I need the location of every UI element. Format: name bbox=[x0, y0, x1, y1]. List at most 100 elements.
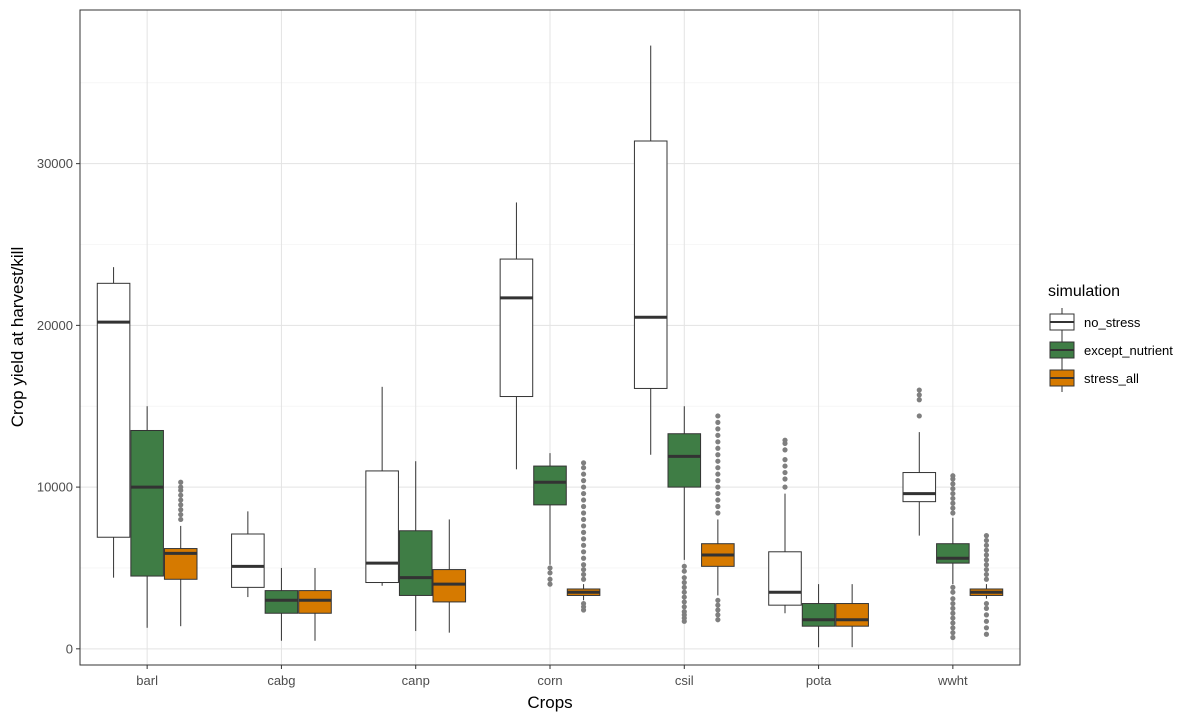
outlier-point bbox=[950, 481, 956, 487]
outlier-point bbox=[950, 625, 956, 631]
outlier-point bbox=[715, 490, 721, 497]
outlier-point bbox=[715, 612, 721, 618]
legend: simulation no_stress except_nutrientstres… bbox=[1048, 283, 1173, 392]
outlier-point bbox=[950, 510, 956, 516]
outlier-point bbox=[580, 465, 587, 471]
outlier-point bbox=[782, 447, 788, 453]
outlier-point bbox=[782, 463, 788, 469]
outlier-point bbox=[983, 625, 990, 631]
x-tick-label: canp bbox=[402, 673, 430, 688]
box-except_nutrient bbox=[667, 433, 702, 488]
outlier-point bbox=[950, 600, 956, 607]
x-tick-label: csil bbox=[675, 673, 694, 688]
outlier-point bbox=[580, 490, 587, 497]
outlier-point bbox=[950, 620, 956, 626]
outlier-point bbox=[715, 458, 721, 464]
outlier-point bbox=[178, 507, 184, 513]
outlier-point bbox=[580, 536, 587, 542]
outlier-point bbox=[580, 478, 587, 484]
box-group-csil bbox=[633, 45, 735, 624]
outlier-point bbox=[916, 387, 922, 393]
outlier-point bbox=[547, 565, 553, 571]
outlier-point bbox=[715, 510, 721, 516]
outlier-point bbox=[782, 457, 788, 463]
outlier-point bbox=[950, 610, 956, 616]
x-axis-title: Crops bbox=[527, 693, 572, 712]
outlier-point bbox=[950, 584, 956, 590]
legend-label-no_stress: no_stress bbox=[1084, 315, 1141, 330]
outlier-point bbox=[178, 484, 184, 490]
box-no_stress bbox=[633, 140, 668, 389]
box-group-wwht bbox=[902, 387, 1004, 641]
outlier-point bbox=[681, 575, 687, 581]
legend-label-except_nutrient: except_nutrient bbox=[1084, 343, 1173, 358]
box-group-barl bbox=[96, 267, 198, 628]
outlier-point bbox=[547, 576, 553, 582]
outlier-point bbox=[715, 503, 721, 510]
outlier-point bbox=[178, 492, 184, 498]
outlier-point bbox=[715, 452, 721, 458]
outlier-point bbox=[950, 630, 956, 636]
x-tick-label: cabg bbox=[267, 673, 295, 688]
outlier-point bbox=[178, 479, 184, 485]
box-no_stress bbox=[768, 551, 802, 606]
outlier-point bbox=[916, 397, 922, 403]
outlier-point bbox=[681, 609, 687, 615]
outlier-point bbox=[983, 618, 990, 624]
outlier-point bbox=[547, 581, 553, 587]
outlier-point bbox=[950, 615, 956, 621]
box-except_nutrient bbox=[533, 465, 567, 506]
outlier-point bbox=[178, 511, 184, 518]
outlier-point bbox=[983, 552, 990, 558]
outlier-point bbox=[715, 617, 721, 623]
outlier-point bbox=[715, 607, 721, 613]
outlier-point bbox=[983, 571, 990, 578]
outlier-point bbox=[950, 490, 956, 497]
outlier-point bbox=[983, 537, 990, 544]
outlier-point bbox=[950, 634, 956, 641]
outlier-point bbox=[580, 497, 587, 503]
outlier-point bbox=[782, 469, 788, 476]
box-except_nutrient bbox=[936, 543, 970, 564]
outlier-point bbox=[950, 605, 956, 611]
outlier-point bbox=[681, 568, 687, 574]
outlier-point bbox=[983, 547, 990, 553]
legend-title: simulation bbox=[1048, 283, 1120, 300]
outlier-point bbox=[715, 426, 721, 432]
outlier-point bbox=[983, 576, 990, 582]
outlier-point bbox=[580, 549, 587, 555]
outlier-point bbox=[916, 392, 922, 398]
outlier-point bbox=[983, 562, 990, 568]
outlier-point bbox=[580, 571, 587, 578]
outlier-point bbox=[580, 516, 587, 523]
x-tick-label: corn bbox=[537, 673, 562, 688]
outlier-point bbox=[950, 500, 956, 506]
box-no_stress bbox=[96, 282, 131, 538]
outlier-point bbox=[950, 589, 956, 595]
outlier-point bbox=[983, 600, 990, 607]
outlier-point bbox=[681, 584, 687, 590]
outlier-point bbox=[950, 505, 956, 511]
outlier-point bbox=[715, 471, 721, 477]
x-tick-label: pota bbox=[806, 673, 832, 688]
box-stress_all bbox=[432, 569, 467, 603]
outlier-point bbox=[715, 419, 721, 426]
box-except_nutrient bbox=[801, 603, 836, 627]
outlier-point bbox=[580, 484, 587, 490]
outlier-point bbox=[715, 439, 721, 445]
outlier-point bbox=[983, 566, 990, 573]
outlier-point bbox=[983, 542, 990, 548]
outlier-point bbox=[580, 460, 587, 466]
outlier-point bbox=[547, 570, 553, 576]
outlier-point bbox=[580, 471, 587, 477]
outlier-point bbox=[580, 600, 587, 607]
outlier-point bbox=[178, 497, 184, 503]
outlier-point bbox=[950, 473, 956, 479]
outlier-point bbox=[580, 529, 587, 535]
y-tick-label: 30000 bbox=[37, 156, 73, 171]
outlier-point bbox=[580, 562, 587, 568]
outlier-point bbox=[715, 484, 721, 490]
outlier-point bbox=[983, 612, 990, 618]
outlier-point bbox=[681, 579, 687, 586]
outlier-point bbox=[715, 497, 721, 503]
